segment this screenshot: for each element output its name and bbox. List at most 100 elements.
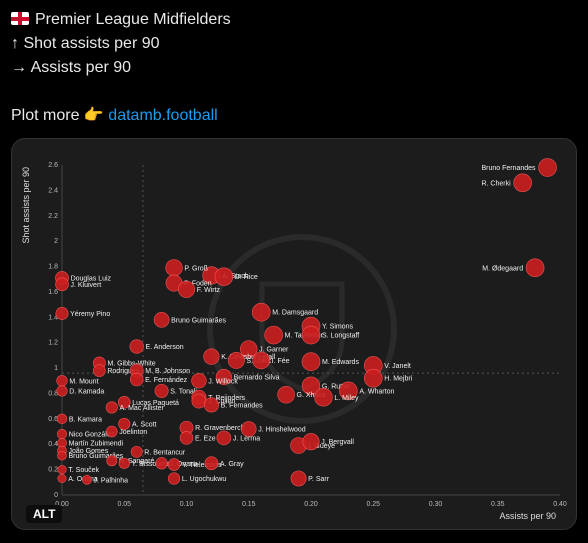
data-point-label: D. Kamada [69,388,104,395]
y-tick-label: 0.2 [48,467,58,474]
data-point [203,397,219,413]
x-axis-label: Assists per 90 [499,511,556,521]
data-point [106,425,118,438]
data-point [56,385,68,397]
data-point-label: N. Sangaré [119,458,155,465]
data-point [129,339,144,354]
tweet-line-title: Premier League Midfielders [11,8,581,32]
data-point-label: A. Wharton [359,388,394,395]
data-point-label: B. Kamara [69,416,102,423]
data-point [167,458,181,471]
data-point [82,474,92,485]
data-point-label: E. Fernández [145,377,188,384]
data-point [215,368,232,385]
x-tick-label: 0.10 [180,501,194,508]
data-point-label: M. Gibbs-White [107,361,155,368]
data-point [290,470,307,487]
data-point-label: I. Fée [272,358,290,365]
y-tick-label: 0.8 [48,390,58,397]
data-point-label: P. Sarr [308,476,330,483]
data-point [118,417,131,430]
data-point-label: J. Cullen [208,399,235,406]
data-point-label: J. Garner [259,347,289,354]
data-point-label: Yéremy Pino [70,311,110,318]
data-point-label: A. Stach [222,273,249,280]
data-point [105,401,118,414]
data-point-label: E. Anderson [146,344,184,351]
y-tick-label: 2.4 [48,187,58,194]
scatter-chart: 0.00 0.05 0.10 0.15 0.20 0.25 0.30 0.35 0.40 0 0.2… [21,158,567,521]
tweet-line-x-axis: → Assists per 90 [11,59,132,76]
data-point [216,430,232,446]
data-point-label: Bruno Guimarães [171,317,226,324]
x-tick-label: 0.20 [304,501,318,508]
data-point-label: V. Janelt [384,363,411,370]
data-point-label: L. Miley [334,395,359,402]
data-point-label: A. Gray [220,461,244,468]
y-tick-label: 0.4 [48,441,58,448]
data-point [167,472,181,485]
data-point [191,393,207,409]
y-tick-label: 1 [54,365,58,372]
data-point-label: S. Longstaff [322,333,359,340]
data-point-label: Lucas Paquetá [132,400,179,407]
x-tick-label: 0.35 [491,501,505,508]
data-point-label: J. Onana [169,461,198,468]
data-point-label: Bernardo Silva [234,374,280,381]
y-tick-label: 1.4 [48,314,58,321]
data-point [301,325,321,345]
data-point [55,307,69,320]
data-point [513,173,532,193]
y-tick-label: 1.2 [48,340,58,347]
data-point-label: R. Cherki [481,180,511,187]
data-point [56,375,68,387]
watermark-circle [207,234,397,424]
data-point-label: J. Palhinha [93,477,128,484]
data-point-label: P. Groß [184,265,208,272]
data-point [93,364,106,377]
data-point [203,348,220,365]
data-point [525,258,545,278]
data-point [106,455,118,467]
chart-image-card[interactable]: 0.00 0.05 0.10 0.15 0.20 0.25 0.30 0.35 0.40 0 0.2… [11,138,577,530]
x-tick-label: 0.25 [366,501,380,508]
data-point-label: Rodrigues [107,368,139,375]
data-point-label: M. Damsgaard [272,310,318,317]
y-tick-label: 2.2 [48,213,58,220]
data-point-label: Martín Zubimendi [69,440,124,447]
data-point-label: H. Mejbri [384,376,412,383]
data-point [301,352,321,372]
data-point-label: G. Xhaka [297,392,326,399]
alt-badge[interactable]: ALT [26,505,63,523]
datamb-link[interactable]: datamb.football [108,107,218,124]
data-point [155,457,168,470]
y-axis-label: Shot assists per 90 [21,167,31,244]
data-point-label: B. Fernandes [221,402,264,409]
x-tick-label: 0.00 [55,501,69,508]
data-point-label: Bruno Guimarães [68,453,123,460]
y-tick-label: 0 [54,492,58,499]
data-point [252,351,270,370]
data-point-label: A. Scott [132,421,157,428]
england-flag-icon [11,12,29,25]
data-point-label: T. Souček [68,467,99,474]
data-point [117,396,131,409]
data-point-label: Y. Tielemans [182,462,222,469]
data-point [56,429,68,440]
x-tick-label: 0.15 [242,501,256,508]
data-point-label: S. Tonali [170,388,197,395]
tweet-line-y-axis: ↑ Shot assists per 90 [11,35,160,52]
data-point-label: J. Kluivert [70,282,101,289]
data-point [302,433,320,451]
data-point-label: F. Wirtz [197,287,221,294]
data-point-label: João Gomes [69,448,109,455]
data-point [214,267,234,286]
y-tick-label: 1.6 [48,289,58,296]
data-point [227,352,245,369]
data-point [129,372,144,387]
data-point [130,445,143,458]
data-point [264,325,283,345]
data-point-label: D. Rice [235,274,258,281]
data-point [57,465,67,475]
data-point [57,450,67,461]
